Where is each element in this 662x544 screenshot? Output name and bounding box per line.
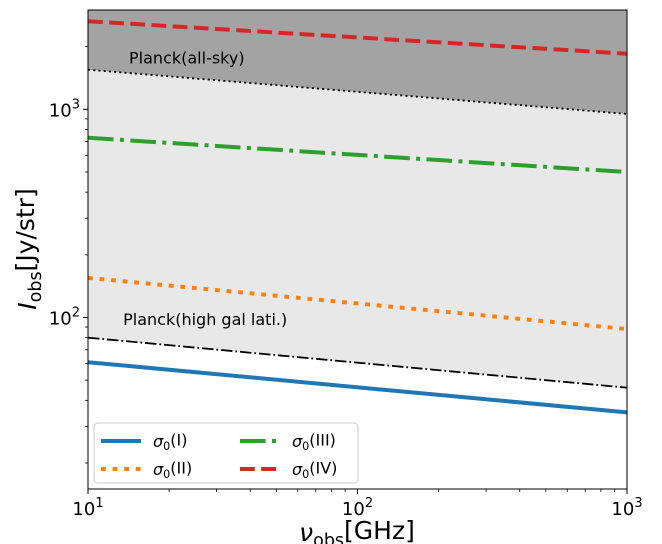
ticks: 101 102 103 102 103 <box>49 46 643 520</box>
series-line-1 <box>88 275 627 332</box>
legend-label-2: σ0(III) <box>292 431 336 453</box>
region-boundary-1 <box>88 336 627 389</box>
x-tick-label-0: 101 <box>72 496 103 520</box>
region-labels: Planck(all-sky) Planck(high gal lati.) <box>123 49 287 329</box>
region-label-1: Planck(high gal lati.) <box>123 310 287 329</box>
legend: σ0(I) σ0(II) σ0(III) σ0(IV) <box>93 422 359 484</box>
series <box>88 19 627 415</box>
region-fill-0 <box>88 10 627 114</box>
legend-label-0: σ0(I) <box>153 431 187 453</box>
y-tick-label-0: 102 <box>49 305 80 329</box>
series-line-0 <box>88 360 627 415</box>
series-line-3 <box>88 19 627 56</box>
series-line-2 <box>88 135 627 174</box>
region-boundary-0 <box>88 68 627 115</box>
regions <box>88 10 627 389</box>
region-fill-1 <box>88 69 627 388</box>
legend-label-3: σ0(IV) <box>292 459 337 481</box>
legend-label-1: σ0(II) <box>153 459 192 481</box>
x-tick-label-2: 103 <box>611 496 642 520</box>
region-label-0: Planck(all-sky) <box>129 49 245 68</box>
x-tick-label-1: 102 <box>342 496 373 520</box>
legend-box <box>93 422 359 484</box>
y-axis-label: Iobs[Jy/str] <box>11 188 46 310</box>
y-tick-label-1: 103 <box>49 97 80 121</box>
x-axis-label: νobs[GHz] <box>299 516 415 544</box>
